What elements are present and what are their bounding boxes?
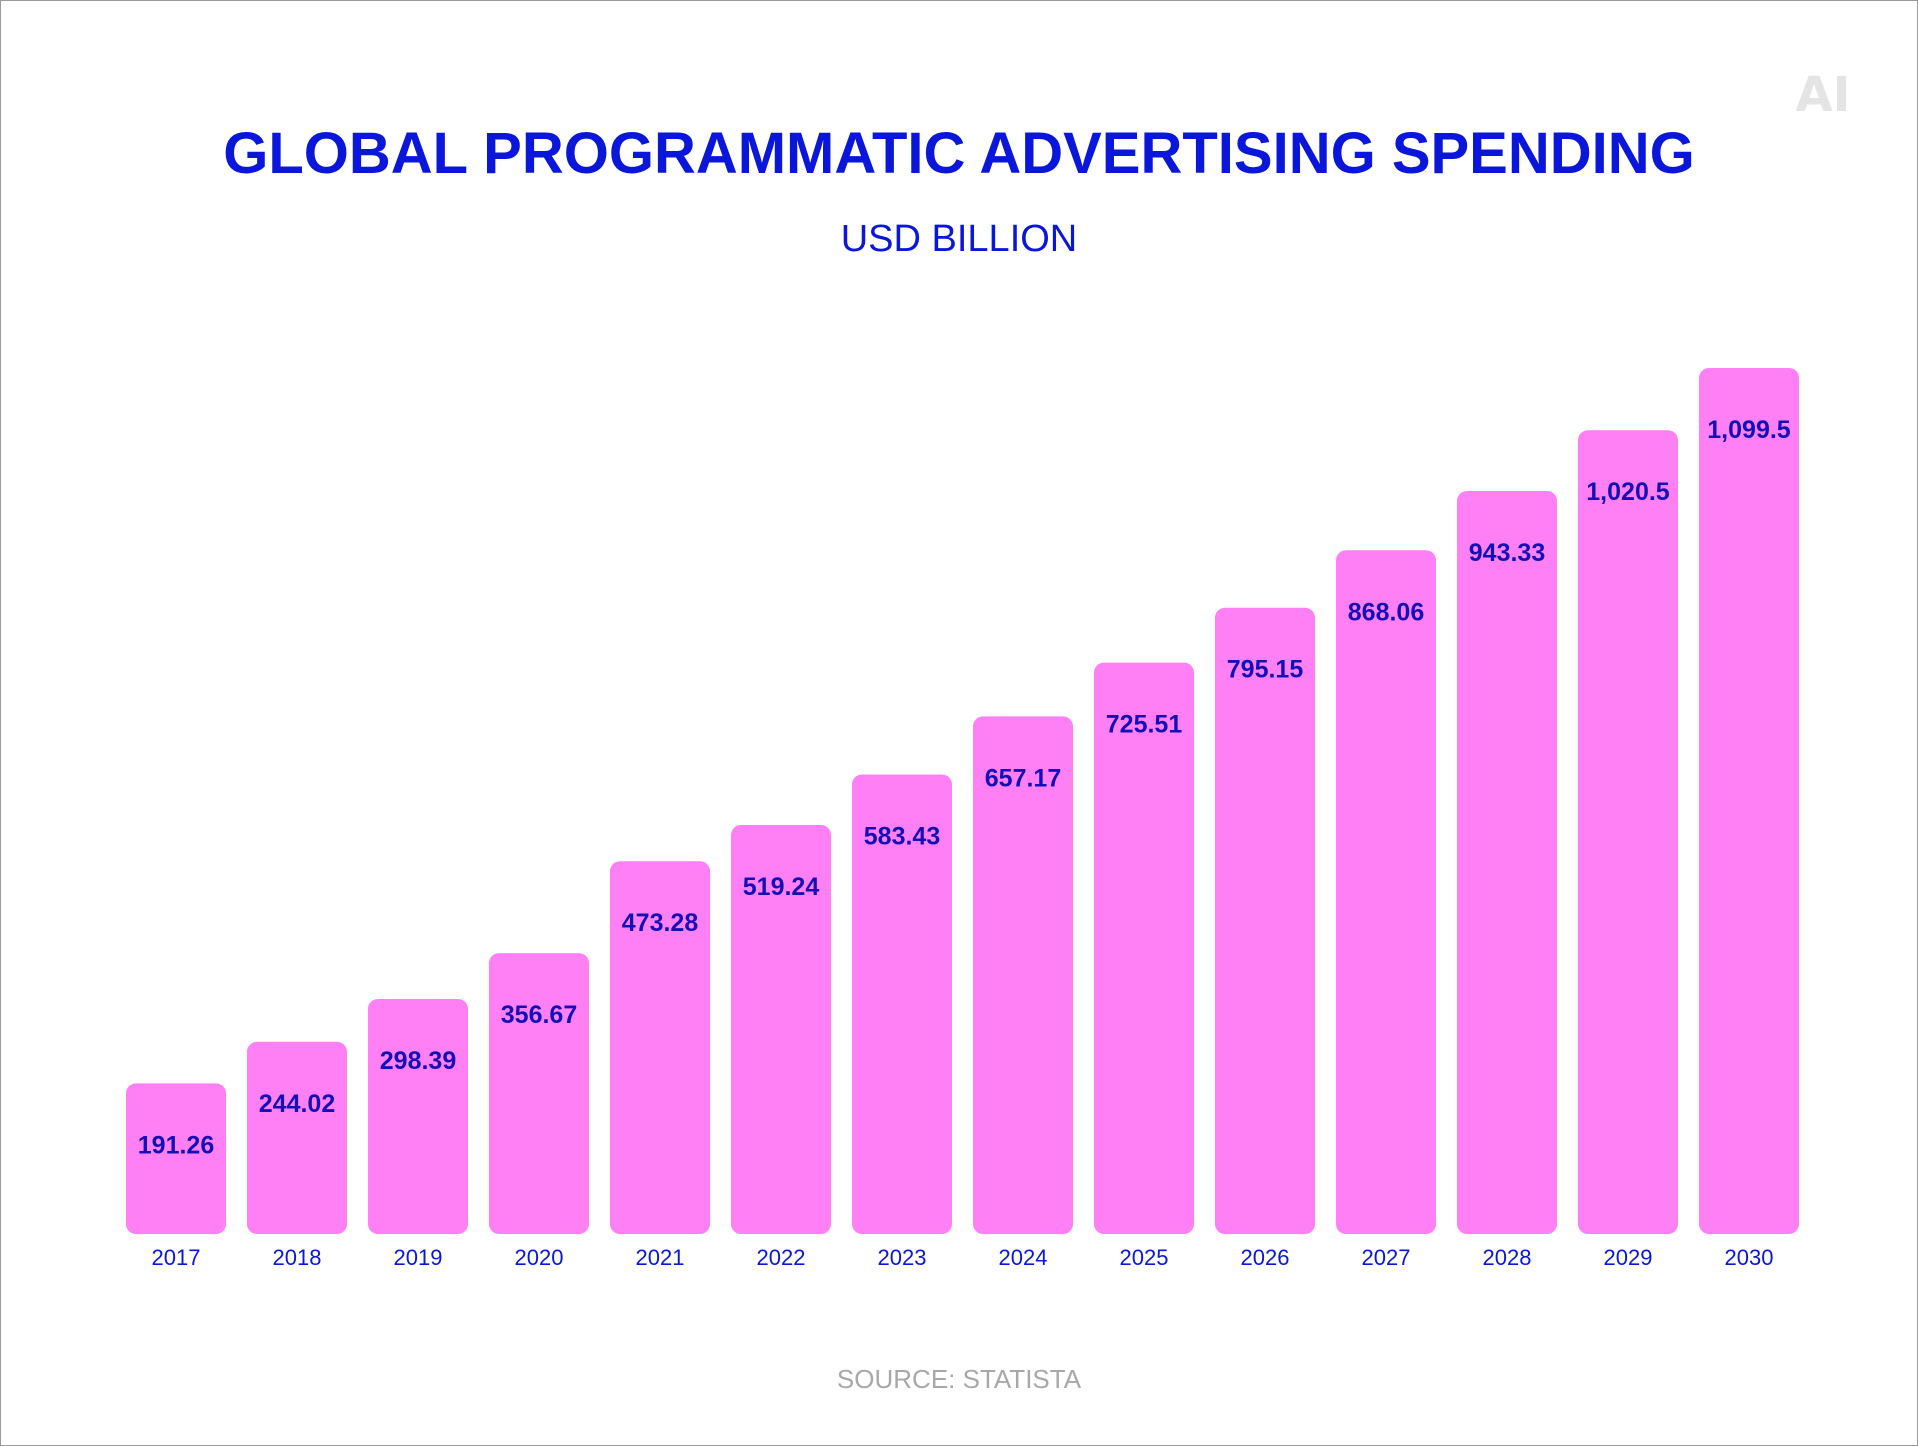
x-tick-2028: 2028 bbox=[1483, 1245, 1532, 1270]
value-label-2018: 244.02 bbox=[259, 1090, 335, 1118]
bar-2029 bbox=[1578, 430, 1678, 1234]
x-tick-2018: 2018 bbox=[273, 1245, 322, 1270]
x-tick-2017: 2017 bbox=[152, 1245, 201, 1270]
bar-2028 bbox=[1457, 491, 1557, 1235]
brand-logo-text: AI bbox=[1795, 67, 1850, 123]
x-tick-2023: 2023 bbox=[878, 1245, 927, 1270]
bar-2019 bbox=[368, 998, 468, 1234]
value-label-2029: 1,020.5 bbox=[1586, 478, 1670, 506]
x-tick-2020: 2020 bbox=[515, 1245, 564, 1270]
x-tick-2029: 2029 bbox=[1604, 1245, 1653, 1270]
x-tick-2021: 2021 bbox=[636, 1245, 685, 1270]
x-tick-2019: 2019 bbox=[394, 1245, 443, 1270]
value-label-2024: 657.17 bbox=[985, 764, 1061, 792]
value-label-2019: 298.39 bbox=[380, 1047, 456, 1075]
bar-2017 bbox=[126, 1083, 226, 1234]
x-tick-2030: 2030 bbox=[1725, 1245, 1774, 1270]
bar-2018 bbox=[247, 1041, 347, 1234]
bar-series bbox=[126, 368, 1799, 1235]
value-label-2026: 795.15 bbox=[1227, 656, 1304, 684]
bar-2026 bbox=[1215, 607, 1315, 1234]
value-label-2022: 519.24 bbox=[743, 873, 820, 901]
x-tick-2026: 2026 bbox=[1241, 1245, 1290, 1270]
bar-2025 bbox=[1094, 662, 1194, 1234]
value-label-2017: 191.26 bbox=[138, 1131, 214, 1159]
value-label-2025: 725.51 bbox=[1106, 711, 1183, 739]
value-label-2030: 1,099.5 bbox=[1707, 416, 1791, 444]
value-label-2020: 356.67 bbox=[501, 1001, 577, 1029]
value-label-group: 191.26 244.02 298.39 356.67 473.28 519.24 583.… bbox=[138, 416, 1791, 1159]
value-label-2021: 473.28 bbox=[622, 909, 699, 937]
bar-2023 bbox=[852, 774, 952, 1234]
x-tick-2027: 2027 bbox=[1362, 1245, 1411, 1270]
value-label-2023: 583.43 bbox=[864, 822, 940, 850]
x-tick-2022: 2022 bbox=[757, 1245, 806, 1270]
chart-title: GLOBAL PROGRAMMATIC ADVERTISING SPENDING bbox=[223, 121, 1695, 186]
bar-2030 bbox=[1699, 368, 1799, 1234]
bar-2020 bbox=[489, 953, 589, 1234]
value-label-2028: 943.33 bbox=[1469, 539, 1545, 567]
chart-subtitle: USD BILLION bbox=[841, 218, 1078, 260]
bar-2021 bbox=[610, 861, 710, 1234]
bar-2024 bbox=[973, 716, 1073, 1234]
value-label-2027: 868.06 bbox=[1348, 598, 1424, 626]
bar-2022 bbox=[731, 825, 831, 1234]
x-tick-2025: 2025 bbox=[1120, 1245, 1169, 1270]
source-note: SOURCE: STATISTA bbox=[837, 1364, 1082, 1394]
x-axis-tick-labels: 2017 2018 2019 2020 2021 2022 2023 2024 2025 2026… bbox=[152, 1245, 1774, 1270]
bar-2027 bbox=[1336, 550, 1436, 1234]
x-tick-2024: 2024 bbox=[999, 1245, 1048, 1270]
